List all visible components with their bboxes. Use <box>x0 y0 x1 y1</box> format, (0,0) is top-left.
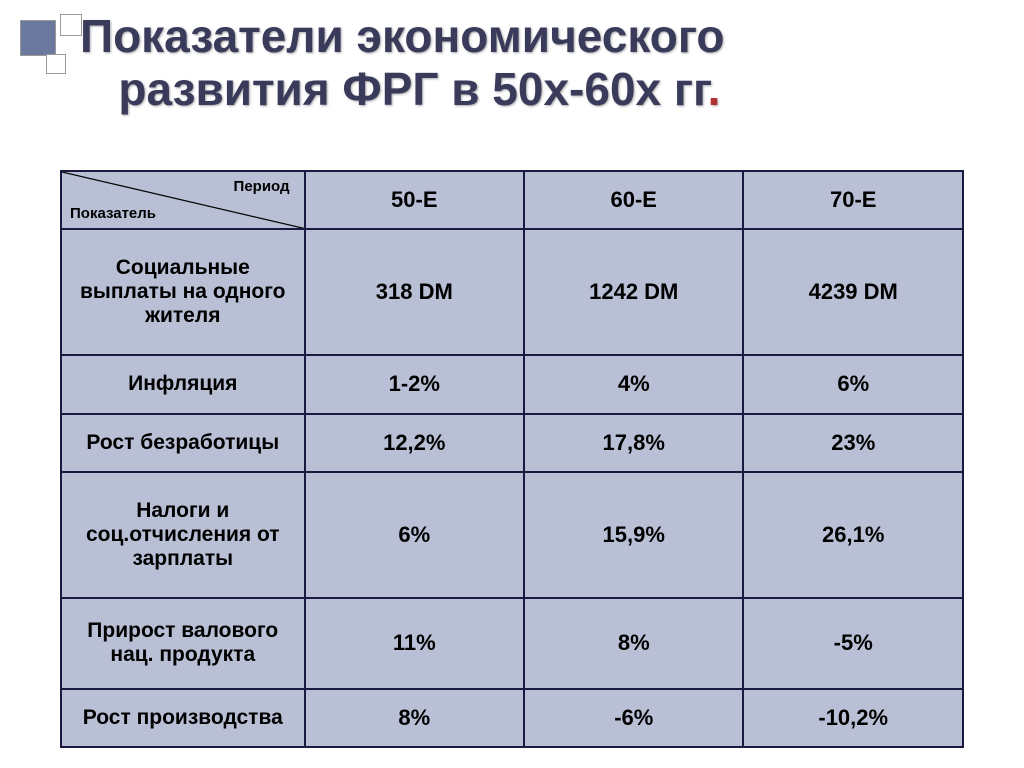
table-row: Инфляция 1-2% 4% 6% <box>61 355 963 413</box>
deco-square-large <box>20 20 56 56</box>
corner-indicator-label: Показатель <box>70 205 156 222</box>
col-header: 60-Е <box>524 171 743 229</box>
row-label: Инфляция <box>61 355 305 413</box>
table-cell: 15,9% <box>524 472 743 598</box>
table-cell: 8% <box>305 689 524 747</box>
table-cell: 1-2% <box>305 355 524 413</box>
table-row: Рост безработицы 12,2% 17,8% 23% <box>61 414 963 472</box>
table-row: Налоги и соц.отчисления от зарплаты 6% 1… <box>61 472 963 598</box>
table-cell: -10,2% <box>743 689 963 747</box>
table-row: Рост производства 8% -6% -10,2% <box>61 689 963 747</box>
table-cell: 4239 DM <box>743 229 963 355</box>
row-label: Рост безработицы <box>61 414 305 472</box>
table-row: Социальные выплаты на одного жителя 318 … <box>61 229 963 355</box>
title-period-icon: . <box>708 63 721 115</box>
deco-square-small-2 <box>46 54 66 74</box>
slide-title: Показатели экономического развития ФРГ в… <box>80 10 984 116</box>
corner-period-label: Период <box>234 178 290 195</box>
table-header-row: Период Показатель 50-Е 60-Е 70-Е <box>61 171 963 229</box>
table-cell: 6% <box>743 355 963 413</box>
deco-square-small-1 <box>60 14 82 36</box>
table-cell: 23% <box>743 414 963 472</box>
table-cell: -5% <box>743 598 963 689</box>
table-cell: 17,8% <box>524 414 743 472</box>
col-header: 50-Е <box>305 171 524 229</box>
corner-cell: Период Показатель <box>61 171 305 229</box>
table-cell: 4% <box>524 355 743 413</box>
economic-indicators-table: Период Показатель 50-Е 60-Е 70-Е Социаль… <box>60 170 964 748</box>
row-label: Налоги и соц.отчисления от зарплаты <box>61 472 305 598</box>
table-cell: -6% <box>524 689 743 747</box>
table-cell: 6% <box>305 472 524 598</box>
table-cell: 8% <box>524 598 743 689</box>
table-cell: 12,2% <box>305 414 524 472</box>
table-cell: 1242 DM <box>524 229 743 355</box>
table-cell: 26,1% <box>743 472 963 598</box>
row-label: Социальные выплаты на одного жителя <box>61 229 305 355</box>
row-label: Прирост валового нац. продукта <box>61 598 305 689</box>
table-cell: 11% <box>305 598 524 689</box>
table-cell: 318 DM <box>305 229 524 355</box>
row-label: Рост производства <box>61 689 305 747</box>
col-header: 70-Е <box>743 171 963 229</box>
table-row: Прирост валового нац. продукта 11% 8% -5… <box>61 598 963 689</box>
title-line2: развития ФРГ в 50х-60х гг <box>118 63 707 115</box>
title-line1: Показатели экономического <box>80 10 725 62</box>
